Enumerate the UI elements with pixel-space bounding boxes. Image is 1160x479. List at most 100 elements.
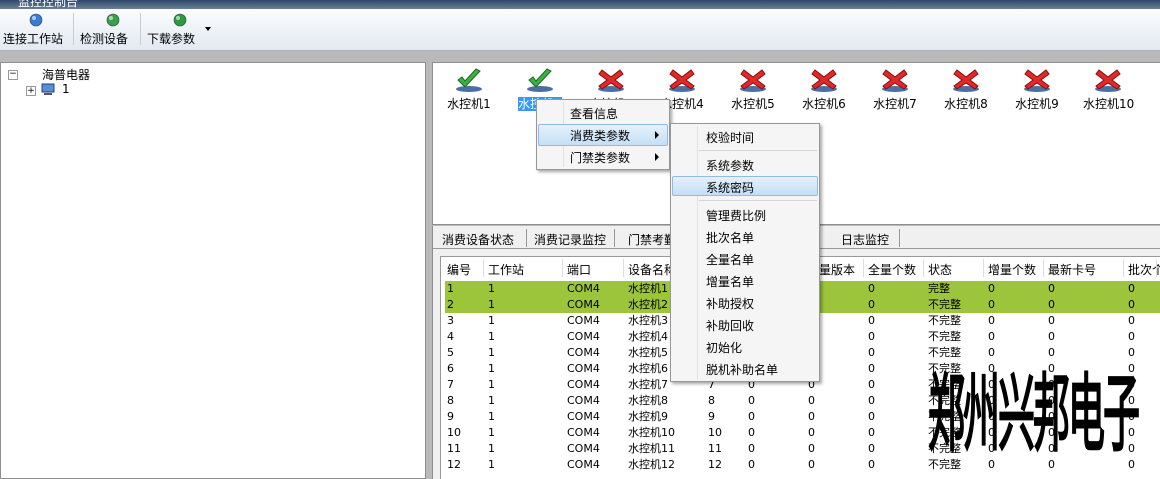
table-cell: 水控机4	[628, 330, 668, 343]
device-name[interactable]: 水控机7	[873, 97, 917, 111]
device-name[interactable]: 水控机9	[1015, 97, 1059, 111]
device-name[interactable]: 水控机4	[660, 97, 704, 111]
table-cell: 0	[988, 426, 995, 439]
table-cell: 0	[988, 314, 995, 327]
column-header[interactable]: 设备名称	[628, 263, 677, 277]
table-cell: 不完整	[928, 394, 961, 407]
table-cell: 水控机8	[628, 394, 668, 407]
menu-gutter	[697, 126, 698, 379]
toolbar-button[interactable]: 连接工作站	[3, 32, 64, 46]
toolbar-button-icon[interactable]	[173, 13, 187, 27]
table-cell: 8	[447, 394, 454, 407]
menu-item[interactable]: 全量名单	[706, 253, 755, 267]
table-cell: COM4	[567, 298, 600, 311]
table-cell: 0	[988, 442, 995, 455]
menu-item[interactable]: 消费类参数	[570, 129, 631, 143]
table-cell: 0	[1048, 410, 1055, 423]
column-divider	[623, 259, 624, 277]
device-label[interactable]: 水控机7	[870, 97, 920, 112]
dropdown-arrow[interactable]	[205, 27, 211, 31]
table-cell: 0	[808, 458, 815, 471]
table-cell: 0	[868, 426, 875, 439]
menu-item[interactable]: 门禁类参数	[570, 151, 631, 165]
icon	[456, 68, 482, 92]
device-name[interactable]: 水控机1	[447, 97, 491, 111]
tree-collapse[interactable]: −	[8, 69, 18, 80]
device-label[interactable]: 水控机1	[444, 97, 494, 112]
device-icon[interactable]	[738, 67, 768, 93]
table-cell: 0	[1128, 314, 1135, 327]
table-cell: 0	[868, 394, 875, 407]
table-cell: 1	[488, 442, 495, 455]
tab[interactable]: 消费记录监控	[534, 233, 607, 247]
menu-item[interactable]: 初始化	[706, 341, 743, 355]
tree-root[interactable]: 海普电器	[42, 68, 91, 82]
tree-node[interactable]: 1	[62, 82, 70, 96]
toolbar-button-icon[interactable]	[106, 13, 120, 27]
device-label[interactable]: 水控机8	[941, 97, 991, 112]
tab[interactable]: 日志监控	[841, 233, 890, 247]
table-cell: COM4	[567, 314, 600, 327]
column-divider	[1043, 259, 1044, 277]
menu-item[interactable]: 系统参数	[706, 159, 755, 173]
table-cell: 不完整	[928, 378, 961, 391]
menu-item[interactable]: 增量名单	[706, 275, 755, 289]
device-name[interactable]: 水控机5	[731, 97, 775, 111]
device-name[interactable]: 水控机6	[802, 97, 846, 111]
device-icon[interactable]	[454, 67, 484, 93]
icon	[669, 69, 695, 92]
menu-item[interactable]: 查看信息	[570, 107, 619, 121]
toolbar-button[interactable]: 检测设备	[80, 32, 129, 46]
device-label[interactable]: 水控机5	[728, 97, 778, 112]
menu-item[interactable]: 脱机补助名单	[706, 363, 779, 377]
device-label[interactable]: 水控机9	[1012, 97, 1062, 112]
table-cell: COM4	[567, 378, 600, 391]
device-label[interactable]: 水控机6	[799, 97, 849, 112]
column-header[interactable]: 端口	[567, 263, 592, 277]
device-icon[interactable]	[809, 67, 839, 93]
device-icon[interactable]	[1093, 67, 1123, 93]
toolbar-button-icon[interactable]	[29, 13, 43, 27]
menu-item[interactable]: 系统密码	[706, 181, 755, 195]
device-label[interactable]: 水控机10	[1083, 97, 1135, 112]
device-icon[interactable]	[951, 67, 981, 93]
column-header[interactable]: 全量个数	[868, 263, 917, 277]
device-icon[interactable]	[596, 67, 626, 93]
column-header[interactable]: 状态	[928, 263, 953, 277]
table-cell: 0	[1048, 298, 1055, 311]
table-cell: 水控机12	[628, 458, 675, 471]
table-cell: 0	[868, 458, 875, 471]
table-cell: 0	[988, 346, 995, 359]
toolbar-button[interactable]: 下载参数	[147, 32, 196, 46]
column-header[interactable]: 工作站	[488, 263, 525, 277]
column-header[interactable]: 增量个数	[988, 263, 1037, 277]
device-icon[interactable]	[525, 67, 555, 93]
device-icon[interactable]	[880, 67, 910, 93]
table-cell: 1	[488, 314, 495, 327]
table-cell: 11	[708, 442, 722, 455]
column-header[interactable]: 批次个数	[1128, 263, 1160, 277]
table-cell: 0	[1128, 362, 1135, 375]
menu-item[interactable]: 补助授权	[706, 297, 755, 311]
tab[interactable]: 消费设备状态	[442, 233, 515, 247]
table-cell: COM4	[567, 330, 600, 343]
table-cell: COM4	[567, 442, 600, 455]
menu-item[interactable]: 管理费比例	[706, 209, 767, 223]
column-divider	[1156, 259, 1157, 277]
device-label[interactable]: 水控机4	[657, 97, 707, 112]
device-name[interactable]: 水控机8	[944, 97, 988, 111]
menu-item[interactable]: 补助回收	[706, 319, 755, 333]
column-header[interactable]: 编号	[447, 263, 472, 277]
table-cell: 9	[447, 410, 454, 423]
device-name[interactable]: 水控机10	[1083, 97, 1135, 111]
icon	[953, 69, 979, 92]
menu-item[interactable]: 校验时间	[706, 131, 755, 145]
menu-item[interactable]: 批次名单	[706, 231, 755, 245]
toolbar	[0, 9, 1160, 51]
device-icon[interactable]	[667, 67, 697, 93]
table-cell: 1	[488, 330, 495, 343]
table-cell: 0	[808, 442, 815, 455]
device-icon[interactable]	[1022, 67, 1052, 93]
column-header[interactable]: 最新卡号	[1048, 263, 1097, 277]
tree-expand[interactable]: +	[26, 86, 36, 96]
